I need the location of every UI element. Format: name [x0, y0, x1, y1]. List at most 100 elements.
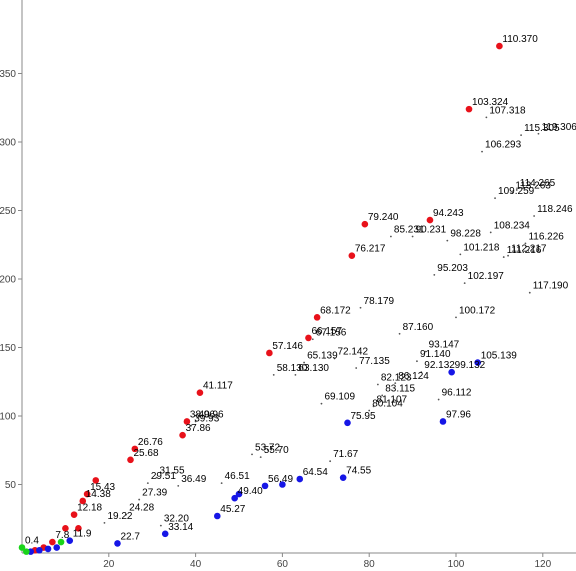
data-label: 22.7 [120, 531, 140, 542]
data-point-dot [481, 150, 483, 153]
data-point-dot [537, 132, 540, 135]
data-point-blue [214, 512, 221, 520]
data-label: 101.218 [463, 242, 500, 253]
data-label: 100.172 [459, 305, 496, 316]
data-point-blue [296, 475, 304, 483]
data-point-red [79, 497, 87, 505]
data-point-red [83, 490, 91, 498]
data-point-dot [303, 361, 305, 364]
x-tick-label: 60 [277, 559, 289, 570]
data-label: 109.259 [498, 186, 535, 197]
data-label: 93.147 [429, 340, 460, 351]
data-point-blue [235, 490, 243, 498]
data-point-blue [439, 418, 447, 425]
data-point-dot [533, 215, 536, 217]
data-label: 119.306 [541, 122, 576, 133]
data-point-blue [114, 540, 121, 547]
point-labels: 110.370 103.324 94.243 79.240 76.217 68.172 66… [25, 34, 576, 546]
data-point-green [23, 548, 30, 555]
data-point-blue [344, 419, 351, 427]
axis-ticks: 20 40 60 80 100 120 50 100 150 200 250 300 350 [0, 69, 552, 570]
data-label: 68.172 [320, 305, 351, 316]
data-label: 78.179 [364, 296, 395, 307]
data-point-dot [437, 398, 440, 401]
data-label: 69.109 [324, 392, 355, 403]
data-point-red [75, 525, 82, 532]
data-label: 55.70 [264, 445, 289, 456]
data-label: 15.43 [90, 482, 115, 493]
data-point-dot [320, 402, 323, 405]
data-point-dot [502, 256, 505, 258]
data-point-dot [372, 405, 375, 408]
data-point-blue [474, 359, 482, 366]
data-point-dot [485, 116, 488, 119]
data-point-dot [259, 456, 262, 458]
data-label: 102.197 [468, 271, 505, 282]
data-label: 65.139 [307, 351, 338, 362]
data-point-dot [446, 239, 449, 242]
data-label: 31.55 [160, 466, 185, 477]
y-tick-label: 200 [0, 275, 16, 286]
data-point-dot [520, 134, 522, 137]
data-label: 58.130 [277, 363, 308, 374]
data-point-green [18, 544, 26, 551]
data-label: 105.139 [481, 351, 518, 362]
data-label: 90.231 [416, 225, 447, 236]
data-label: 77.135 [359, 356, 390, 367]
data-point-dot [138, 498, 141, 501]
data-label: 99.132 [455, 360, 486, 371]
data-label: 27.39 [142, 488, 167, 499]
data-point-red [49, 538, 56, 546]
data-label: 110.370 [502, 34, 538, 45]
data-point-red [305, 334, 312, 342]
data-point-dot [381, 394, 384, 397]
data-point-red [465, 105, 473, 113]
data-point-dot [251, 453, 253, 456]
data-label: 7.8 [55, 530, 69, 541]
data-label: 14.38 [86, 489, 111, 500]
data-label: 63.130 [298, 363, 329, 374]
data-point-dot [416, 360, 418, 363]
data-label: 94.243 [433, 208, 464, 219]
data-point-dot [359, 306, 362, 309]
data-point-dot [411, 235, 414, 238]
y-tick-label: 250 [0, 206, 16, 217]
data-label: 113.263 [515, 181, 551, 192]
data-label: 57.146 [272, 341, 303, 352]
data-point-dot [311, 338, 314, 341]
data-label: 37.86 [186, 423, 211, 434]
data-point-dot [155, 476, 158, 479]
data-label: 53.72 [255, 442, 280, 453]
data-label: 83.115 [385, 383, 415, 394]
data-point-blue [36, 546, 43, 554]
data-point-dot [272, 374, 275, 376]
data-points [18, 42, 540, 555]
data-point-dot [511, 191, 514, 194]
data-point-dot [368, 409, 371, 412]
data-label: 98.228 [450, 229, 481, 240]
data-label: 56.49 [268, 474, 293, 485]
data-point-red [313, 314, 321, 321]
data-point-dot [355, 367, 358, 369]
data-point-dot [294, 374, 297, 376]
data-label: 36.49 [181, 474, 206, 485]
data-label: 81.107 [377, 394, 408, 405]
data-label: 29.51 [151, 471, 176, 482]
data-point-red [426, 216, 434, 224]
x-tick-label: 120 [534, 559, 551, 570]
data-label: 118.246 [537, 204, 573, 215]
x-tick-label: 40 [190, 559, 202, 570]
data-point-dot [376, 383, 379, 386]
data-point-blue [231, 494, 238, 502]
data-point-blue [448, 368, 455, 376]
y-tick-label: 100 [0, 412, 16, 423]
data-label: 108.234 [494, 220, 531, 231]
data-label: 0.4 [25, 536, 39, 547]
data-label: 92.132 [424, 360, 455, 371]
data-point-dot [146, 482, 149, 485]
data-point-dot [190, 424, 193, 427]
data-point-dot [528, 291, 531, 294]
data-label: 46.51 [225, 471, 250, 482]
data-point-dot [177, 484, 180, 487]
